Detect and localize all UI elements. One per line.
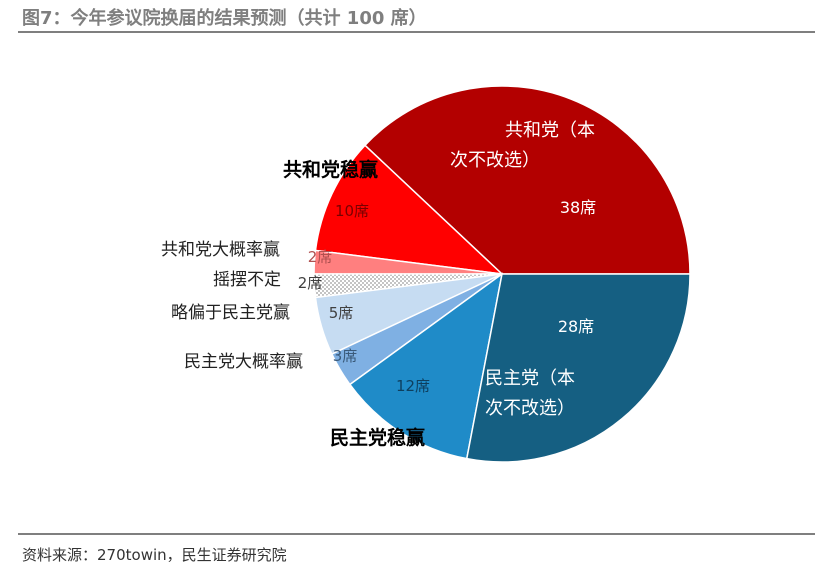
slice-label-rep-not-up-line2: 次不改选） — [450, 150, 540, 171]
slice-value-dem-not-up: 28席 — [558, 317, 594, 336]
source-note: 资料来源：270towin，民生证券研究院 — [22, 546, 287, 564]
category-label-dem-safe: 民主党稳赢 — [330, 426, 425, 449]
slice-value-dem-safe: 12席 — [396, 377, 430, 395]
slice-dem-safe — [348, 272, 504, 460]
slice-value-tossup: 2席 — [298, 274, 323, 292]
slice-label-dem-not-up-line2: 次不改选） — [485, 398, 575, 419]
slice-value-dem-likely: 3席 — [333, 347, 358, 365]
slice-value-dem-lean: 5席 — [329, 304, 354, 322]
title-divider — [18, 31, 815, 33]
slice-label-dem-not-up-line1: 民主党（本 — [485, 368, 575, 389]
slice-value-rep-not-up: 38席 — [560, 198, 596, 217]
category-label-tossup: 摇摆不定 — [213, 270, 281, 290]
chart-title: 图7：今年参议院换届的结果预测（共计 100 席） — [22, 8, 427, 29]
footer-divider — [18, 533, 815, 535]
category-label-dem-lean: 略偏于民主党赢 — [171, 303, 290, 323]
category-label-rep-safe: 共和党稳赢 — [283, 158, 378, 181]
slice-rep-safe — [314, 144, 505, 276]
slice-value-rep-likely: 2席 — [308, 248, 333, 266]
slice-value-rep-safe: 10席 — [335, 202, 369, 220]
slice-dem-not-up — [465, 273, 691, 463]
slice-rep-not-up — [363, 85, 691, 275]
category-label-rep-likely: 共和党大概率赢 — [161, 240, 280, 260]
slice-label-rep-not-up-line1: 共和党（本 — [505, 120, 595, 141]
category-label-dem-likely: 民主党大概率赢 — [184, 352, 303, 372]
